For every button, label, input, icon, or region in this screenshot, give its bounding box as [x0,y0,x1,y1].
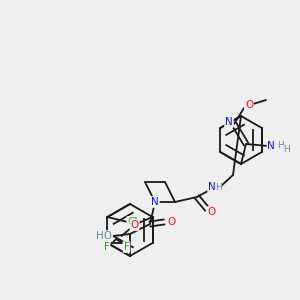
Text: N: N [225,117,233,127]
Text: H: H [278,142,284,151]
Text: Cl: Cl [127,217,138,227]
Text: O: O [245,100,253,110]
Text: F: F [124,242,130,252]
Text: H: H [284,146,290,154]
Text: O: O [167,217,175,227]
Text: N: N [208,182,216,192]
Text: H: H [214,182,221,191]
Text: N: N [267,141,275,151]
Text: N: N [151,197,159,207]
Text: O: O [208,207,216,217]
Text: HO: HO [96,231,112,241]
Text: F: F [103,242,109,252]
Text: O: O [130,220,139,230]
